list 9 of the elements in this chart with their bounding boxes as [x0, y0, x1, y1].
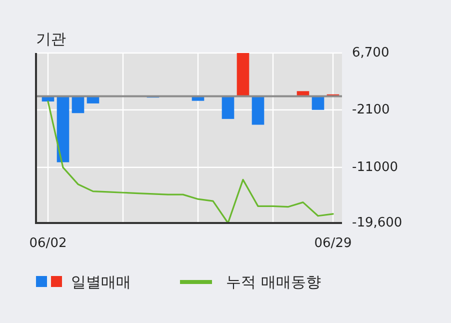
- legend-label: 누적 매매동향: [226, 273, 321, 291]
- y-tick-label: -2100: [352, 102, 390, 118]
- legend-label: 일별매매: [71, 273, 131, 291]
- y-tick-label: 6,700: [352, 46, 390, 60]
- y-tick-label: -11000: [352, 160, 398, 175]
- y-tick-label: -19,600: [352, 216, 402, 230]
- x-tick-label: 06/02: [29, 236, 67, 251]
- chart-title: 기관: [36, 30, 66, 48]
- x-tick-label: 06/29: [314, 236, 352, 251]
